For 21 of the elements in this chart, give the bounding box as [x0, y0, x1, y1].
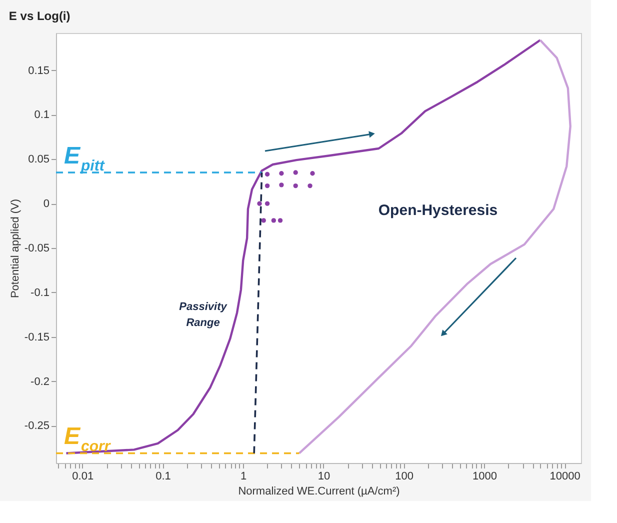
- y-axis-title: Potential applied (V): [9, 198, 22, 298]
- annotation: Open-Hysteresis: [378, 202, 498, 219]
- x-tick-label: 1: [240, 470, 247, 482]
- y-tick-label: -0.15: [24, 331, 50, 344]
- y-tick-label: 0.1: [34, 109, 50, 122]
- x-tick-label: 1000: [472, 470, 497, 482]
- y-tick-label: -0.1: [30, 286, 50, 299]
- x-tick-label: 10000: [550, 470, 580, 482]
- annotation: Passivity Range: [179, 301, 228, 329]
- x-tick-label: 0.1: [156, 470, 171, 482]
- x-tick-label: 100: [395, 470, 414, 482]
- y-tick-label: 0.15: [28, 64, 50, 77]
- chart-title: E vs Log(i): [8, 9, 70, 23]
- y-tick-label: 0: [43, 198, 50, 210]
- y-tick-label: -0.2: [30, 376, 50, 388]
- y-tick-label: 0.05: [28, 154, 50, 166]
- x-tick-label: 10: [318, 470, 330, 482]
- y-tick-label: -0.25: [24, 420, 50, 432]
- x-tick-label: 0.01: [72, 470, 94, 482]
- x-axis-title: Normalized WE.Current (µA/cm²): [238, 486, 400, 498]
- y-tick-label: -0.05: [24, 242, 50, 254]
